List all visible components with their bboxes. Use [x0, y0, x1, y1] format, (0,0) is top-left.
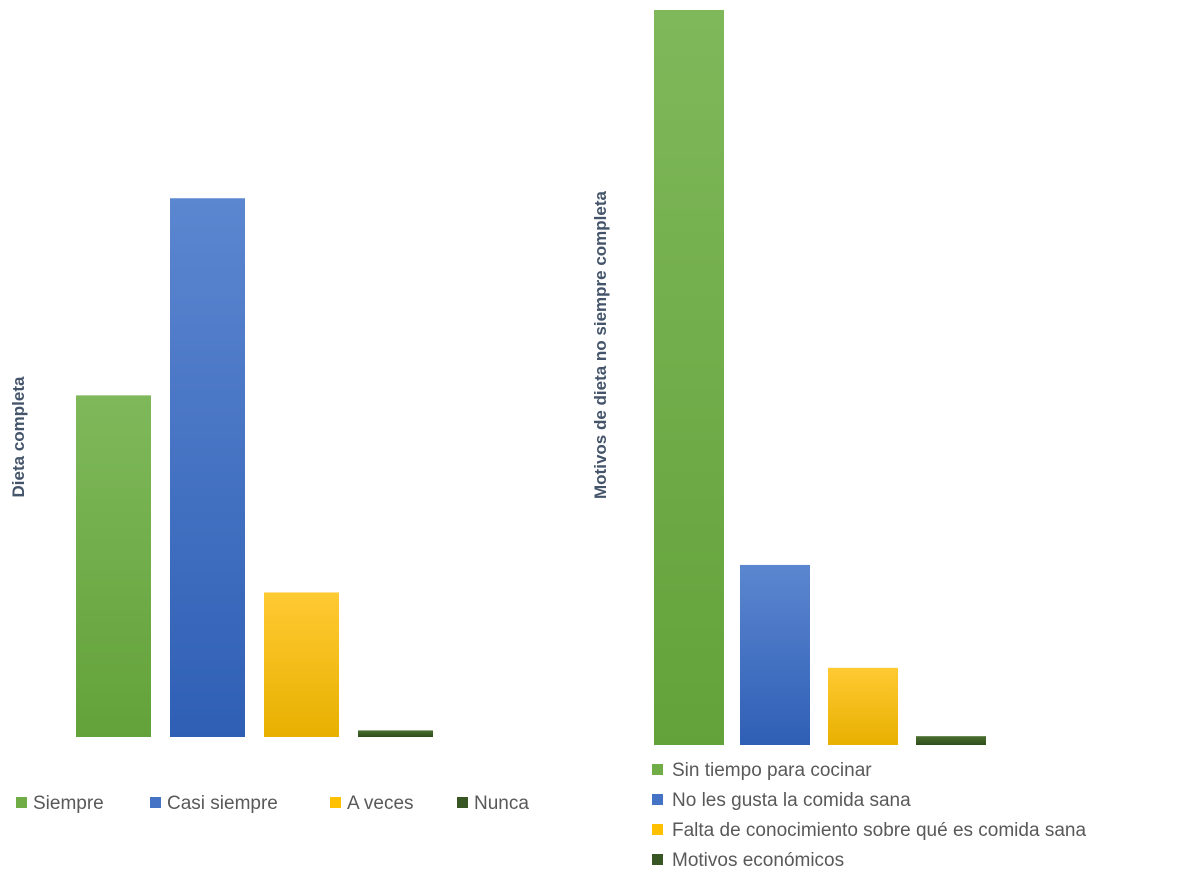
chart-dieta-completa: Dieta completa Siempre Casi siempre A ve… — [9, 198, 529, 814]
chart2-legend: Sin tiempo para cocinar No les gusta la … — [652, 760, 1086, 871]
chart1-bar-nunca — [358, 730, 433, 737]
chart1-bar-siempre — [76, 395, 151, 737]
chart1-bars — [76, 198, 433, 737]
chart2-legend-label-no-les-gusta: No les gusta la comida sana — [672, 790, 911, 811]
chart2-legend-item-sin-tiempo: Sin tiempo para cocinar — [652, 760, 872, 781]
chart1-legend-swatch-nunca — [457, 797, 468, 808]
chart2-legend-swatch-no-les-gusta — [652, 794, 663, 805]
chart1-legend-swatch-a-veces — [330, 797, 341, 808]
chart1-legend-swatch-siempre — [16, 797, 27, 808]
chart1-legend-item-casi-siempre: Casi siempre — [150, 793, 278, 814]
chart1-legend-item-nunca: Nunca — [457, 793, 529, 814]
chart1-legend-swatch-casi-siempre — [150, 797, 161, 808]
chart1-legend-label-a-veces: A veces — [347, 793, 414, 814]
chart1-bar-a-veces — [264, 592, 339, 737]
chart1-legend-label-nunca: Nunca — [474, 793, 529, 814]
chart2-bar-falta-de-conocimiento-sobre-que-es-comida-sana — [828, 667, 898, 745]
chart2-legend-swatch-sin-tiempo — [652, 764, 663, 775]
chart2-legend-swatch-falta-conocimiento — [652, 824, 663, 835]
chart1-legend-item-a-veces: A veces — [330, 793, 414, 814]
chart2-legend-label-sin-tiempo: Sin tiempo para cocinar — [672, 760, 872, 781]
chart-motivos: Motivos de dieta no siempre completa Sin… — [591, 10, 1086, 871]
chart1-bar-casi-siempre — [170, 198, 245, 737]
chart2-bar-sin-tiempo-para-cocinar — [654, 10, 724, 745]
chart1-legend: Siempre Casi siempre A veces Nunca — [16, 793, 529, 814]
chart2-legend-item-falta-conocimiento: Falta de conocimiento sobre qué es comid… — [652, 820, 1086, 841]
chart2-legend-label-falta-conocimiento: Falta de conocimiento sobre qué es comid… — [672, 820, 1086, 841]
chart2-legend-item-no-les-gusta: No les gusta la comida sana — [652, 790, 911, 811]
chart2-y-axis-label: Motivos de dieta no siempre completa — [591, 190, 610, 499]
chart2-bar-motivos-economicos — [916, 736, 986, 745]
chart2-legend-item-motivos-economicos: Motivos económicos — [652, 850, 844, 871]
chart1-legend-item-siempre: Siempre — [16, 793, 104, 814]
chart1-legend-label-casi-siempre: Casi siempre — [167, 793, 278, 814]
chart1-y-axis-label: Dieta completa — [9, 376, 28, 497]
chart1-legend-label-siempre: Siempre — [33, 793, 104, 814]
chart2-legend-label-motivos-economicos: Motivos económicos — [672, 850, 844, 871]
chart2-bars — [654, 10, 986, 745]
chart2-bar-no-les-gusta-la-comida-sana — [740, 564, 810, 745]
chart2-legend-swatch-motivos-economicos — [652, 854, 663, 865]
